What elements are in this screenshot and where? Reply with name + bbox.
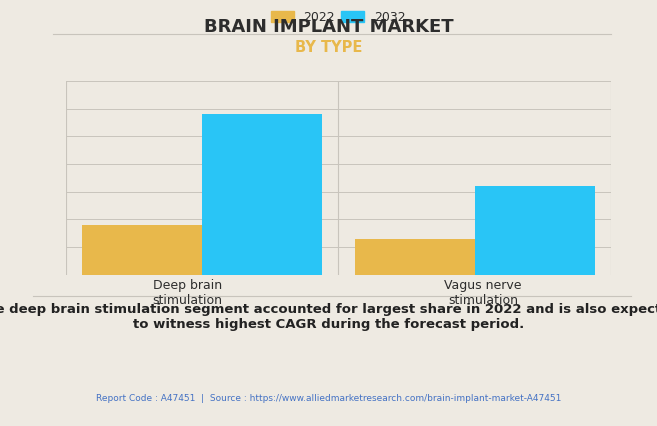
Bar (355, 239, 474, 275)
Bar (474, 186, 595, 275)
Bar (82, 225, 202, 275)
Legend: 2022, 2032: 2022, 2032 (266, 6, 411, 29)
Text: Report Code : A47451  |  Source : https://www.alliedmarketresearch.com/brain-imp: Report Code : A47451 | Source : https://… (96, 394, 561, 403)
Text: Deep brain
stimulation: Deep brain stimulation (152, 279, 222, 307)
Text: The deep brain stimulation segment accounted for largest share in 2022 and is al: The deep brain stimulation segment accou… (0, 303, 657, 331)
Text: Vagus nerve
stimulation: Vagus nerve stimulation (444, 279, 522, 307)
Text: BY TYPE: BY TYPE (295, 40, 362, 55)
Bar (202, 114, 322, 275)
Text: BRAIN IMPLANT MARKET: BRAIN IMPLANT MARKET (204, 18, 453, 36)
